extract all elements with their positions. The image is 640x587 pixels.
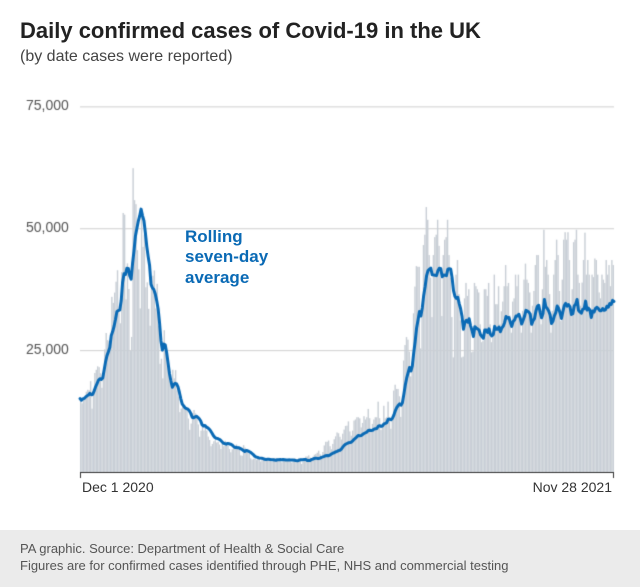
chart-footer: PA graphic. Source: Department of Health… bbox=[0, 530, 640, 587]
footer-source: PA graphic. Source: Department of Health… bbox=[20, 540, 620, 558]
chart-area: Rollingseven-dayaverage Dec 1 2020 Nov 2… bbox=[20, 72, 620, 512]
series-label: Rollingseven-dayaverage bbox=[185, 227, 268, 288]
covid-cases-chart bbox=[20, 72, 620, 502]
chart-title: Daily confirmed cases of Covid-19 in the… bbox=[20, 18, 620, 44]
chart-subtitle: (by date cases were reported) bbox=[20, 48, 620, 66]
x-axis-end-label: Nov 28 2021 bbox=[533, 479, 612, 495]
x-axis-start-label: Dec 1 2020 bbox=[82, 479, 154, 495]
footer-note: Figures are for confirmed cases identifi… bbox=[20, 557, 620, 575]
